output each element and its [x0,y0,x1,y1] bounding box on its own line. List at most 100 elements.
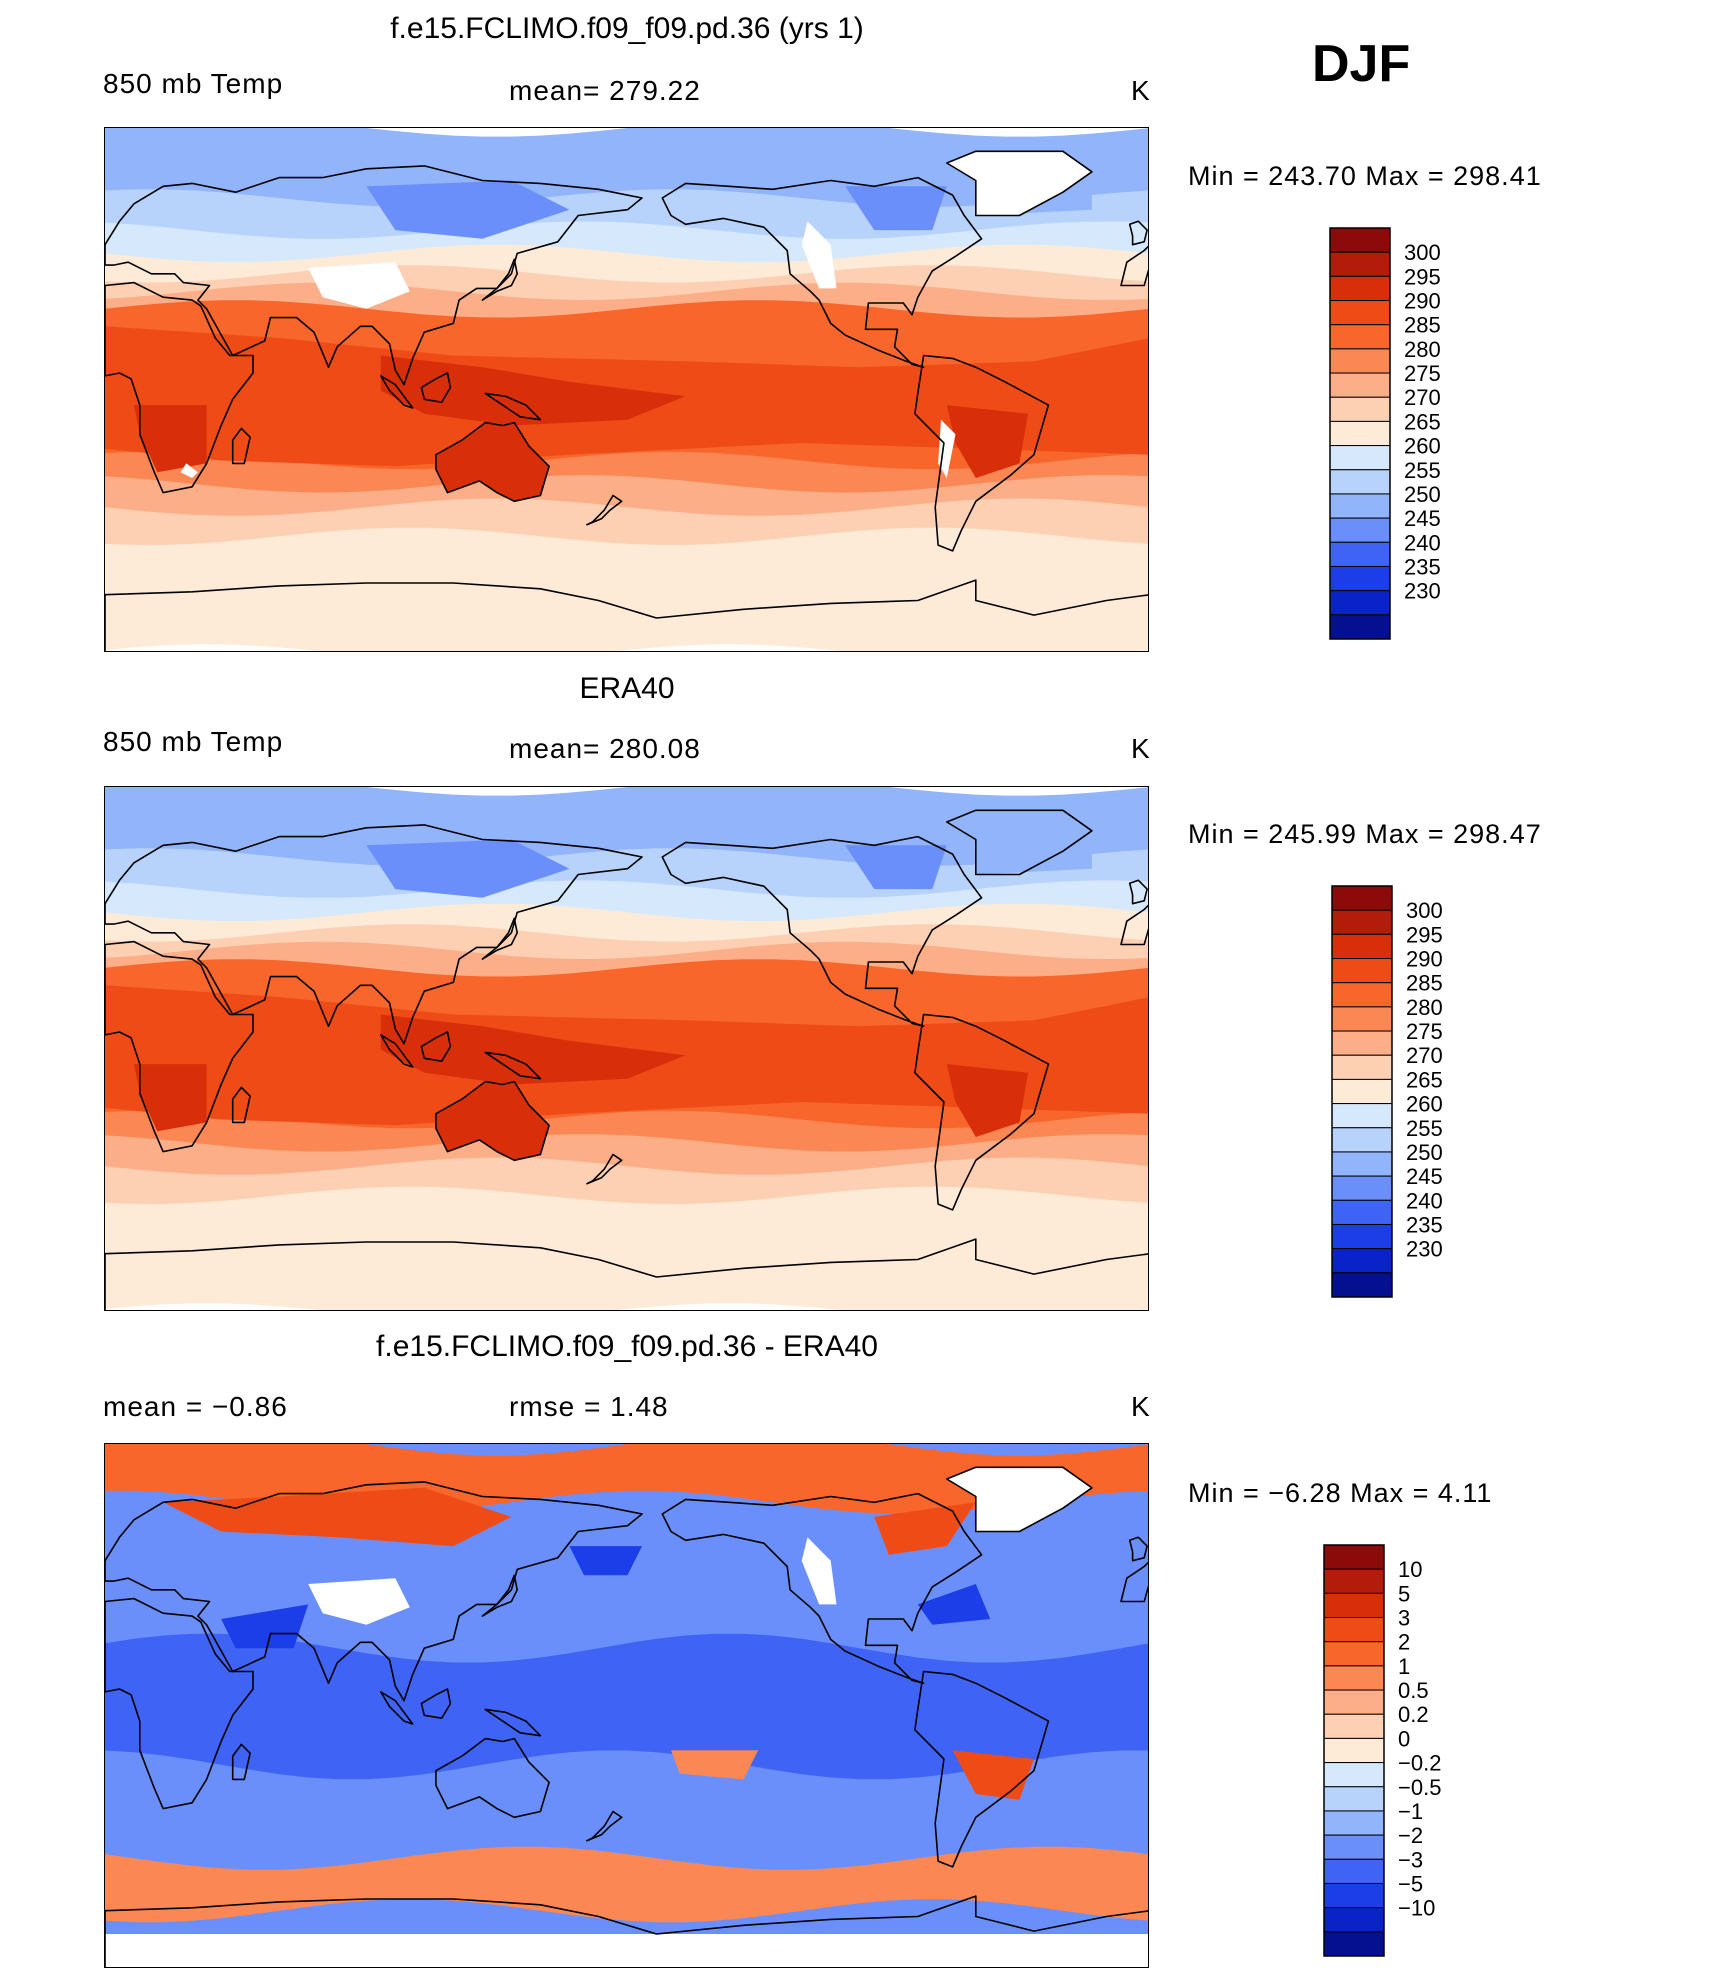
warm-pool [380,1014,686,1085]
diff-canada-pos [874,1502,976,1555]
colorbar-tick-label: 245 [1406,1164,1443,1189]
coastline-europe-asia [105,824,643,1045]
band-n-cool [105,903,1148,956]
panel-obs-left-label: 850 mb Temp [103,726,284,757]
panel-obs-title: ERA40 [579,672,675,705]
panel-diff-title: f.e15.FCLIMO.f09_f09.pd.36 - ERA40 [376,1330,878,1363]
greenland-cold [975,810,1092,875]
colorbar-swatch [1329,493,1391,519]
colorbar-tick-label: 265 [1406,1067,1443,1092]
coastline-nz [586,494,623,526]
colorbar-tick-label: 275 [1404,361,1441,386]
colorbar-swatch [1329,372,1391,398]
colorbar-swatch [1331,1030,1393,1056]
coastline-greenland [946,809,1093,876]
panel-model-units-label: K [1131,75,1151,106]
colorbar-swatch [1323,1931,1385,1957]
colorbar-swatch [1323,1810,1385,1836]
missing-greenland [946,1467,1092,1532]
panel-obs-map [104,786,1149,1311]
colorbar-frame [1329,227,1391,640]
colorbar-swatch [1331,958,1393,984]
band-s-warm [105,451,1148,499]
colorbar-swatch [1323,1617,1385,1643]
colorbar-tick-label: 275 [1406,1019,1443,1044]
coastline-s-america [914,1670,1050,1868]
missing-andes [938,419,956,478]
panel-model-map [104,127,1149,652]
panel-model-minmax: Min = 243.70 Max = 298.41 [1188,161,1542,191]
colorbar-tick-label: −0.2 [1398,1751,1441,1776]
colorbar-swatch [1323,1568,1385,1594]
diff-npacific-neg [569,1546,642,1576]
coastline-borneo [420,372,452,403]
colorbar-tick-label: 300 [1404,240,1441,265]
coastline-n-america [661,1492,983,1684]
coastline-borneo [420,1688,452,1719]
colorbar-swatch [1329,420,1391,447]
coastline-nz [586,1153,623,1185]
colorbar-tick-label: 2 [1398,1630,1410,1655]
colorbar-tick-label: 10 [1398,1557,1422,1582]
colorbar-tick-label: 235 [1404,554,1441,579]
coastline-japan [481,258,518,301]
colorbar-tick-label: −3 [1398,1847,1423,1872]
colorbar-tick-label: 260 [1404,434,1441,459]
colorbar-frame [1323,1544,1385,1957]
colorbar-swatch [1329,348,1391,374]
coastline-australia [435,421,550,503]
diff-southern-pos [105,1846,1148,1923]
colorbar-swatch [1323,1689,1385,1715]
colorbar-tick-label: 300 [1406,898,1443,923]
band-subarctic [105,848,1148,913]
colorbar-tick-label: −1 [1398,1799,1423,1824]
coastline-greenland [946,150,1093,217]
panel-obs-minmax: Min = 245.99 Max = 298.47 [1188,819,1542,849]
coastline-eur-west [1120,1561,1148,1603]
colorbar-tick-label: 265 [1404,409,1441,434]
coastline-borneo [420,1031,452,1062]
colorbar-swatch [1331,1175,1393,1201]
band-s-cold [105,1186,1148,1234]
coastline-madagascar [231,1743,251,1781]
coastline-s-america [914,1013,1050,1211]
colorbar-tick-label: 270 [1406,1043,1443,1068]
colorbar-tick-label: 270 [1404,385,1441,410]
panel-diff-units-label: K [1131,1391,1151,1422]
panel-diff-rmse-label: rmse = 1.48 [509,1391,669,1422]
band-n-cool [105,244,1148,297]
colorbar-tick-label: −2 [1398,1823,1423,1848]
coastline-japan [481,1574,518,1617]
colorbar-swatch [1323,1641,1385,1667]
coastline-australia [435,1737,550,1819]
colorbar-swatch [1331,1151,1393,1177]
coastline-uk [1128,1536,1148,1562]
panel-diff-colorbar: 10 5 3 2 1 0.5 0.2 0 −0.2 −0.5 −1 −2 −3 −5 −10 [1323,1544,1534,1959]
colorbar-swatch [1323,1713,1385,1739]
coastline-sumatra [380,375,414,409]
diff-eurasia-pos [163,1487,512,1547]
coastline-europe-asia [105,165,643,386]
warm-pool [380,355,686,426]
samerica-warm [946,405,1029,478]
panel-obs-mean-label: mean= 280.08 [509,733,701,764]
colorbar-swatch [1323,1858,1385,1884]
colorbar-swatch [1323,1544,1385,1570]
colorbar-swatch [1329,541,1391,567]
coastline-sumatra [380,1034,414,1068]
colorbar-swatch [1331,982,1393,1008]
colorbar-tick-label: 295 [1404,264,1441,289]
siberia-cold [366,839,570,898]
colorbar-tick-label: 295 [1406,922,1443,947]
colorbar-tick-label: 250 [1404,482,1441,507]
band-subarctic [105,189,1148,254]
colorbar-tick-label: 0 [1398,1726,1410,1751]
colorbar-swatch [1331,1248,1393,1274]
colorbar-swatch [1323,1592,1385,1619]
colorbar-swatch [1329,251,1391,277]
colorbar-swatch [1329,396,1391,422]
samerica-warm [946,1064,1029,1137]
panel-model-colorbar: 300 295 290 285 280 275 270 265 260 255 250 245 240 2… [1329,227,1530,642]
colorbar-tick-label: 5 [1398,1581,1410,1606]
